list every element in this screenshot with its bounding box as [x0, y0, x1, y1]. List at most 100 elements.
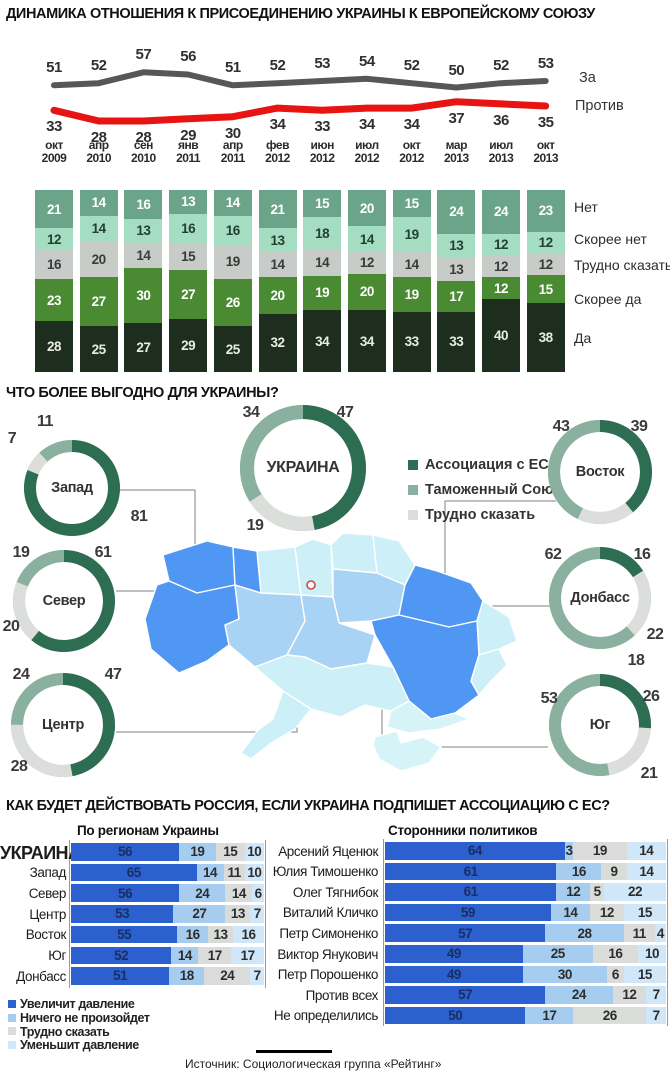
legend-item: Ничего не произойдет [8, 1011, 150, 1025]
segment-Скорее да: 15 [526, 275, 565, 303]
segment-Скорее да: 27 [169, 270, 208, 320]
segment-Нет: 23 [526, 190, 565, 232]
donut-value: 24 [12, 666, 30, 683]
hbar-segment: 7 [250, 967, 264, 985]
stacked-legend-label: Скорее нет [574, 231, 647, 247]
hbar-segment: 61 [385, 862, 557, 881]
hbar-segment: 56 [71, 843, 180, 861]
segment-Да: 33 [392, 311, 431, 372]
segment-Скорее нет: 14 [347, 226, 386, 252]
legend-item: Трудно сказать [8, 1025, 150, 1039]
hbar-segment: 6 [606, 965, 624, 984]
protiv-value: 30 [224, 124, 241, 142]
legend-item: Ассоциация с ЕС [408, 452, 561, 477]
stacked-legend-label: Скорее да [574, 291, 642, 307]
series-label-za: За [579, 70, 596, 86]
za-value: 52 [403, 57, 420, 75]
hbar-segment: 61 [385, 883, 557, 901]
map-region-kyiv [294, 538, 334, 598]
segment-Скорее нет: 14 [79, 215, 118, 241]
map-region-kherson [386, 700, 470, 734]
hbar-segment: 49 [385, 945, 523, 963]
segment-Да: 32 [258, 313, 297, 372]
donut-segment-hard [11, 673, 115, 777]
hbar-Против всех: 57 24 12 7 [385, 986, 666, 1004]
hbar-segment: 9 [601, 862, 627, 881]
hbar-Не определились: 50 17 26 7 [385, 1006, 667, 1025]
legend-item: Уменьшит давление [8, 1038, 150, 1052]
donut-УКРАИНА [240, 405, 366, 531]
segment-Скорее нет: 13 [437, 233, 476, 258]
donut-value: 21 [640, 765, 658, 782]
legend-swatch-icon [8, 1013, 16, 1022]
segment-Нет: 15 [392, 190, 431, 218]
hbar-segment: 15 [623, 903, 666, 922]
legend-label: Таможенный Союз [425, 481, 561, 498]
hbar-segment: 22 [604, 883, 666, 901]
za-value: 51 [224, 59, 241, 77]
hbar-segment: 13 [208, 925, 234, 944]
stacked-legend-label: Нет [574, 199, 598, 215]
hbar-segment: 12 [556, 883, 591, 901]
donut-title-Донбасс: Донбасс [570, 590, 630, 606]
segment-Нет: 13 [169, 190, 208, 214]
segment-Нет: 21 [35, 190, 73, 229]
hbar-segment: 57 [385, 986, 546, 1004]
segment-Скорее да: 20 [347, 273, 386, 311]
hbar-segment: 27 [173, 905, 226, 923]
hbar-segment: 4 [654, 924, 666, 942]
segment-Трудно сказать: 14 [392, 251, 431, 278]
regions-table-header: По регионам Украины [77, 823, 219, 838]
segment-Нет: 14 [79, 190, 118, 216]
segment-Трудно сказать: 20 [79, 241, 118, 278]
hbar-segment: 3 [564, 842, 574, 860]
segment-Трудно сказать: 16 [35, 249, 73, 280]
protiv-value: 33 [46, 118, 62, 136]
hbar-segment: 14 [196, 863, 224, 882]
attitude-line-chart [50, 69, 550, 125]
row-label-Запад: Запад [29, 865, 67, 881]
hbar-segment: 7 [646, 1006, 667, 1025]
donut-Центр [11, 673, 115, 777]
x-axis-label: фев 2012 [265, 138, 290, 165]
ukraine-map [144, 532, 518, 772]
stacked-bar: 16 13 14 30 27 [124, 190, 163, 372]
politicians-table-header: Сторонники политиков [388, 823, 538, 838]
legend-label: Уменьшит давление [20, 1038, 139, 1053]
segment-Трудно сказать: 14 [303, 250, 342, 276]
legend-swatch-icon [8, 1041, 16, 1050]
stacked-bar: 15 18 14 19 34 [303, 190, 342, 372]
hbar-segment: 53 [71, 905, 174, 923]
segment-Скорее нет: 13 [258, 228, 297, 252]
hbar-segment: 14 [550, 903, 591, 922]
hbar-segment: 14 [626, 842, 666, 860]
segment-Да: 27 [124, 322, 163, 372]
donut-value: 81 [130, 508, 148, 525]
row-label-Виталий Кличко: Виталий Кличко [282, 905, 378, 921]
segment-Скорее да: 30 [124, 268, 163, 323]
za-value: 53 [537, 55, 554, 72]
segment-Скорее нет: 12 [526, 231, 565, 254]
segment-Да: 25 [213, 326, 252, 372]
donut-Юг [549, 674, 651, 776]
hbar-Центр: 53 27 13 7 [71, 905, 264, 923]
row-label-Петр Порошенко: Петр Порошенко [277, 967, 379, 983]
hbar-segment: 10 [244, 863, 264, 882]
donut-Восток [548, 420, 652, 524]
segment-Скорее да: 19 [392, 277, 431, 312]
attitude-stacked-bars: 21 12 16 23 28 14 14 20 27 25 16 13 14 30 27 13 16 15 27 29… [35, 190, 575, 372]
segment-Да: 33 [437, 311, 476, 372]
map-region-luhansk [476, 600, 518, 656]
hbar-Юлия Тимошенко: 61 16 9 14 [385, 862, 666, 881]
hbar-segment: 11 [623, 924, 655, 942]
hbar-segment: 14 [171, 946, 199, 964]
hbar-segment: 26 [573, 1006, 647, 1025]
stacked-bar: 14 14 20 27 25 [79, 190, 118, 372]
hbar-segment: 24 [179, 884, 226, 902]
hbar-segment: 7 [250, 905, 264, 923]
section3-title: КАК БУДЕТ ДЕЙСТВОВАТЬ РОССИЯ, ЕСЛИ УКРАИ… [6, 798, 610, 814]
legend-item: Увеличит давление [8, 997, 150, 1011]
hbar-segment: 17 [231, 946, 264, 964]
legend-swatch-icon [408, 459, 418, 470]
